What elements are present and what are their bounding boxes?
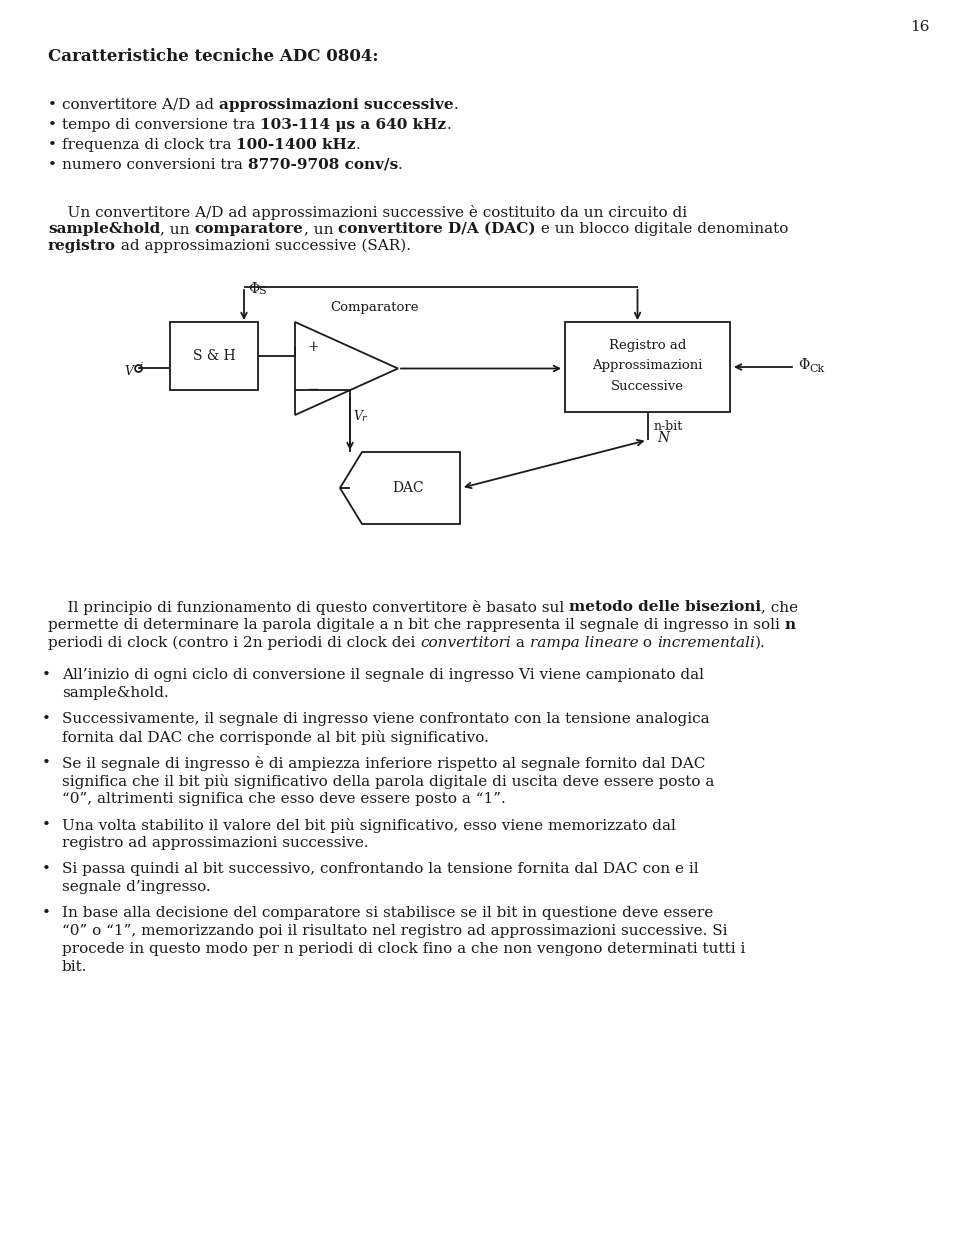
Text: •: • — [48, 158, 57, 172]
Text: 103-114 μs a 640 kHz: 103-114 μs a 640 kHz — [260, 118, 446, 132]
Text: .: . — [453, 97, 458, 112]
Text: fornita dal DAC che corrisponde al bit più significativo.: fornita dal DAC che corrisponde al bit p… — [62, 731, 489, 745]
Text: incrementali: incrementali — [658, 636, 756, 650]
Text: comparatore: comparatore — [195, 222, 303, 236]
Text: −: − — [306, 383, 320, 397]
Text: Comparatore: Comparatore — [330, 301, 419, 313]
Text: .: . — [356, 138, 361, 152]
Text: All’inizio di ogni ciclo di conversione il segnale di ingresso Vi viene campiona: All’inizio di ogni ciclo di conversione … — [62, 668, 704, 682]
Text: sample&hold: sample&hold — [48, 222, 160, 236]
Text: segnale d’ingresso.: segnale d’ingresso. — [62, 880, 211, 893]
Text: significa che il bit più significativo della parola digitale di uscita deve esse: significa che il bit più significativo d… — [62, 774, 714, 789]
Text: 16: 16 — [910, 20, 929, 35]
Text: Approssimazioni: Approssimazioni — [592, 359, 703, 373]
Text: Φ: Φ — [798, 358, 809, 371]
Text: DAC: DAC — [393, 481, 423, 495]
Text: Il principio di funzionamento di questo convertitore è basato sul: Il principio di funzionamento di questo … — [48, 600, 569, 615]
Text: V: V — [353, 410, 362, 423]
Text: Se il segnale di ingresso è di ampiezza inferiore rispetto al segnale fornito da: Se il segnale di ingresso è di ampiezza … — [62, 756, 706, 771]
Text: , un: , un — [160, 222, 195, 236]
Text: •: • — [42, 863, 51, 876]
Text: registro: registro — [48, 239, 116, 253]
Text: tempo di conversione tra: tempo di conversione tra — [62, 118, 260, 132]
Text: +: + — [307, 341, 319, 354]
Polygon shape — [340, 452, 460, 524]
Text: convertitore D/A (DAC): convertitore D/A (DAC) — [338, 222, 536, 236]
Text: •: • — [42, 756, 51, 770]
Text: convertitore A/D ad: convertitore A/D ad — [62, 97, 219, 112]
Text: r: r — [361, 413, 366, 423]
Text: registro ad approssimazioni successive.: registro ad approssimazioni successive. — [62, 835, 369, 850]
Text: ad approssimazioni successive (SAR).: ad approssimazioni successive (SAR). — [116, 239, 411, 253]
Text: Un convertitore A/D ad approssimazioni successive è costituito da un circuito di: Un convertitore A/D ad approssimazioni s… — [48, 205, 687, 220]
Bar — [565, 322, 730, 412]
Text: “0” o “1”, memorizzando poi il risultato nel registro ad approssimazioni success: “0” o “1”, memorizzando poi il risultato… — [62, 924, 728, 938]
Bar — [170, 322, 258, 390]
Text: frequenza di clock tra: frequenza di clock tra — [62, 138, 236, 152]
Text: •: • — [48, 138, 57, 152]
Text: •: • — [42, 712, 51, 726]
Text: o: o — [638, 636, 658, 650]
Text: Caratteristiche tecniche ADC 0804:: Caratteristiche tecniche ADC 0804: — [48, 48, 378, 65]
Text: S & H: S & H — [193, 349, 235, 363]
Text: a: a — [511, 636, 530, 650]
Text: periodi di clock (contro i 2n periodi di clock dei: periodi di clock (contro i 2n periodi di… — [48, 636, 420, 650]
Text: Ck: Ck — [809, 364, 825, 374]
Text: •: • — [48, 97, 57, 112]
Text: e un blocco digitale denominato: e un blocco digitale denominato — [536, 222, 788, 236]
Text: bit.: bit. — [62, 960, 87, 974]
Text: Φ: Φ — [248, 283, 259, 296]
Text: .: . — [446, 118, 451, 132]
Text: convertitori: convertitori — [420, 636, 511, 650]
Text: Una volta stabilito il valore del bit più significativo, esso viene memorizzato : Una volta stabilito il valore del bit pi… — [62, 818, 676, 833]
Text: In base alla decisione del comparatore si stabilisce se il bit in questione deve: In base alla decisione del comparatore s… — [62, 906, 713, 921]
Text: n: n — [784, 618, 796, 632]
Text: N: N — [658, 431, 670, 445]
Text: •: • — [48, 118, 57, 132]
Text: procede in questo modo per n periodi di clock fino a che non vengono determinati: procede in questo modo per n periodi di … — [62, 942, 745, 956]
Text: numero conversioni tra: numero conversioni tra — [62, 158, 248, 172]
Text: S: S — [258, 286, 266, 296]
Text: sample&hold.: sample&hold. — [62, 686, 169, 700]
Text: i: i — [139, 362, 142, 371]
Text: V: V — [124, 365, 133, 378]
Text: n-bit: n-bit — [654, 420, 683, 432]
Text: approssimazioni successive: approssimazioni successive — [219, 97, 453, 112]
Text: Successivamente, il segnale di ingresso viene confrontato con la tensione analog: Successivamente, il segnale di ingresso … — [62, 712, 709, 726]
Text: Si passa quindi al bit successivo, confrontando la tensione fornita dal DAC con : Si passa quindi al bit successivo, confr… — [62, 863, 699, 876]
Text: •: • — [42, 818, 51, 832]
Text: “0”, altrimenti significa che esso deve essere posto a “1”.: “0”, altrimenti significa che esso deve … — [62, 792, 506, 806]
Text: 8770-9708 conv/s: 8770-9708 conv/s — [248, 158, 398, 172]
Text: Registro ad: Registro ad — [609, 339, 686, 353]
Text: rampa lineare: rampa lineare — [530, 636, 638, 650]
Text: •: • — [42, 906, 51, 921]
Text: 100-1400 kHz: 100-1400 kHz — [236, 138, 356, 152]
Text: •: • — [42, 668, 51, 682]
Text: metodo delle bisezioni: metodo delle bisezioni — [569, 600, 761, 615]
Text: permette di determinare la parola digitale a n bit che rappresenta il segnale di: permette di determinare la parola digita… — [48, 618, 784, 632]
Text: , che: , che — [761, 600, 799, 615]
Text: Successive: Successive — [611, 380, 684, 392]
Polygon shape — [295, 322, 398, 415]
Text: ).: ). — [756, 636, 766, 650]
Text: .: . — [398, 158, 403, 172]
Text: , un: , un — [303, 222, 338, 236]
